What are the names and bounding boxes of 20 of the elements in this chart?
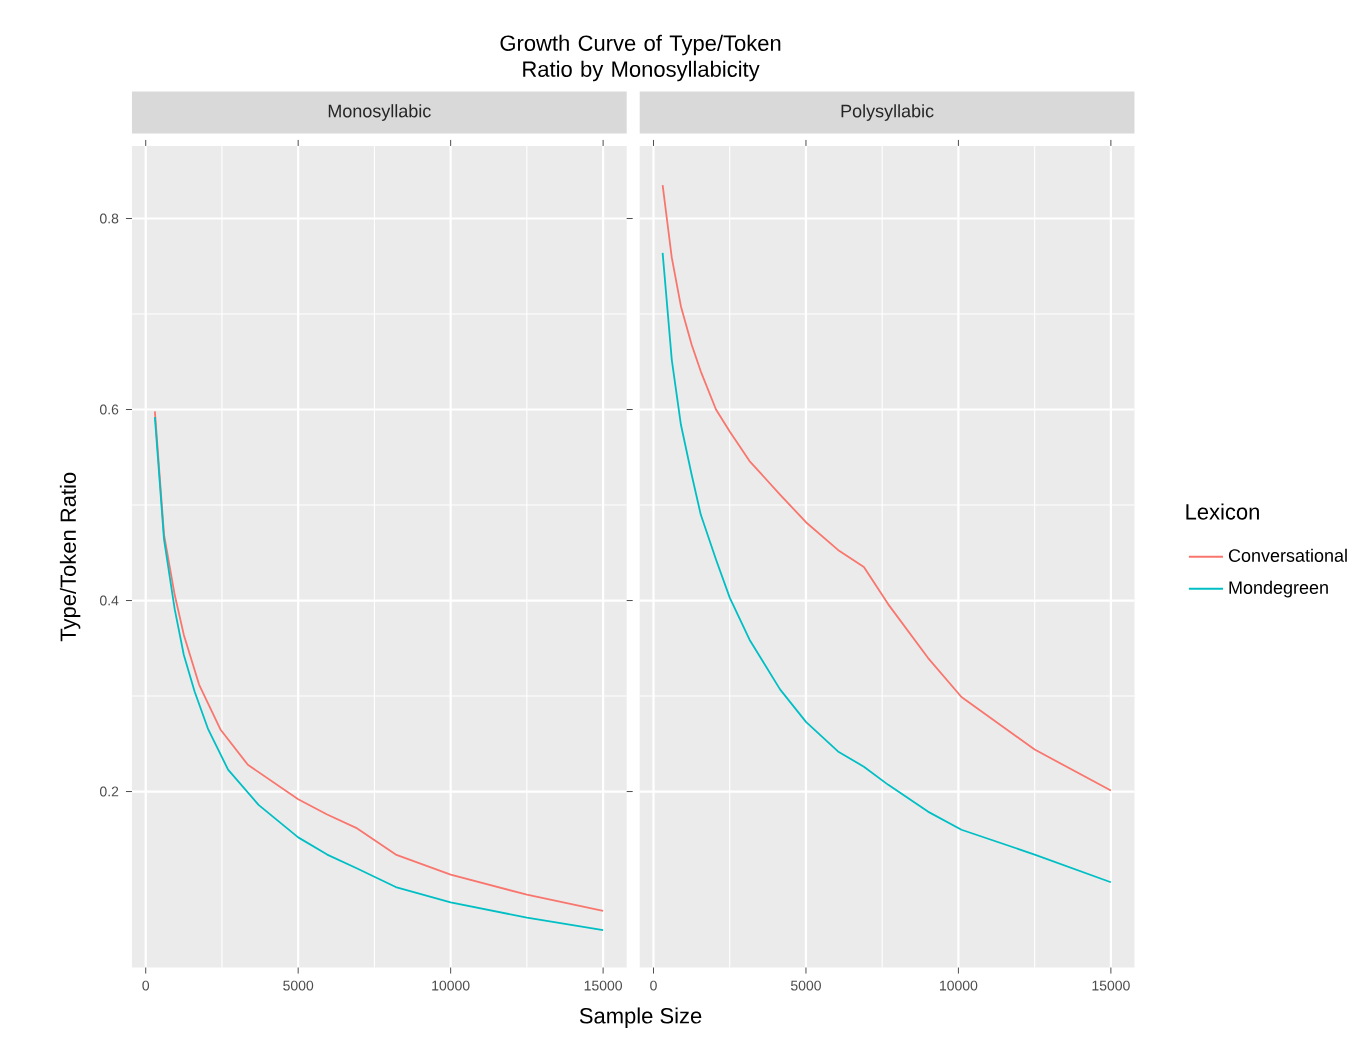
y-tick-label: 0.4 bbox=[99, 595, 119, 606]
chart-title: Growth Curve of Type/Token Ratio by Monosyllabicity bbox=[500, 35, 781, 82]
x-tick-label: 0 bbox=[650, 980, 657, 991]
x-tick-label: 15000 bbox=[1092, 980, 1130, 991]
chart-subtitle: Polysyllabic bbox=[841, 104, 934, 122]
x-axis-title: Sample Size bbox=[579, 1007, 702, 1029]
legend-title: Lexicon bbox=[1186, 503, 1259, 520]
legend-label: Mondegreen bbox=[1229, 580, 1328, 598]
y-tick-label: 0.8 bbox=[99, 213, 119, 224]
x-tick-label: 15000 bbox=[584, 980, 623, 991]
y-tick-label: 0.2 bbox=[99, 786, 119, 797]
x-tick-label: 0 bbox=[142, 980, 150, 991]
x-tick-label: 5000 bbox=[283, 980, 314, 991]
y-tick-label: 0.6 bbox=[99, 404, 119, 415]
chart-subtitle: Monosyllabic bbox=[328, 104, 431, 122]
y-axis-title: Type/Token Ratio bbox=[59, 473, 81, 642]
x-tick-label: 5000 bbox=[790, 980, 821, 991]
legend-label: Conversational bbox=[1228, 548, 1347, 563]
x-tick-label: 10000 bbox=[432, 980, 470, 991]
x-tick-label: 10000 bbox=[940, 980, 978, 991]
